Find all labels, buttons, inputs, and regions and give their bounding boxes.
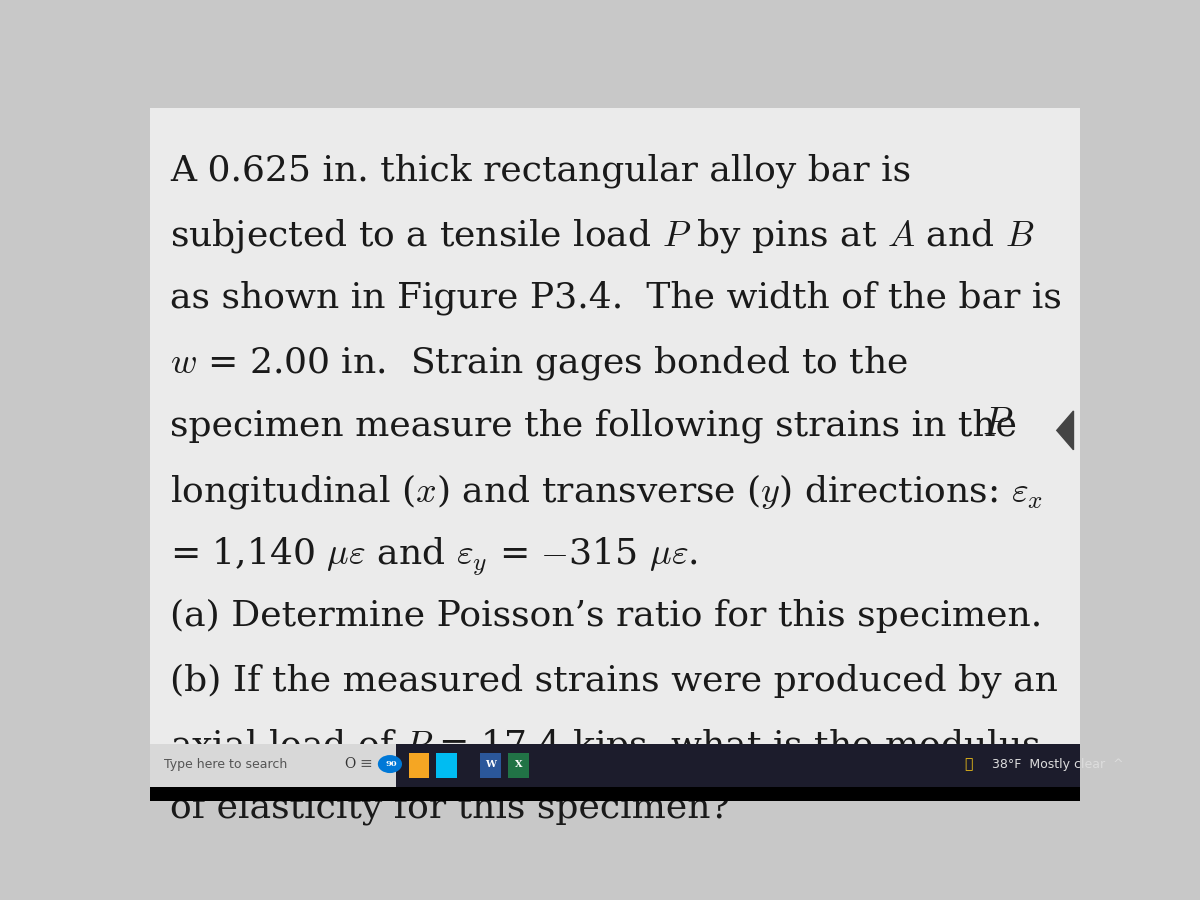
Text: $P$: $P$ (983, 405, 1014, 442)
FancyBboxPatch shape (437, 753, 457, 778)
Text: $w$ = 2.00 in.  Strain gages bonded to the: $w$ = 2.00 in. Strain gages bonded to th… (170, 345, 908, 382)
Text: as shown in Figure P3.4.  The width of the bar is: as shown in Figure P3.4. The width of th… (170, 281, 1062, 315)
Text: Type here to search: Type here to search (164, 758, 287, 770)
FancyBboxPatch shape (480, 753, 500, 778)
Text: ≡: ≡ (359, 757, 372, 771)
FancyBboxPatch shape (508, 753, 528, 778)
Text: axial load of $P$ = 17.4 kips, what is the modulus: axial load of $P$ = 17.4 kips, what is t… (170, 727, 1040, 765)
Text: (a) Determine Poisson’s ratio for this specimen.: (a) Determine Poisson’s ratio for this s… (170, 599, 1043, 634)
Text: of elasticity for this specimen?: of elasticity for this specimen? (170, 790, 731, 825)
Text: X: X (515, 760, 522, 769)
FancyBboxPatch shape (150, 108, 1080, 744)
Text: subjected to a tensile load $P$ by pins at $A$ and $B$: subjected to a tensile load $P$ by pins … (170, 217, 1036, 255)
Text: O: O (344, 757, 355, 771)
Text: specimen measure the following strains in the: specimen measure the following strains i… (170, 408, 1018, 443)
Text: W: W (485, 760, 496, 769)
Text: A 0.625 in. thick rectangular alloy bar is: A 0.625 in. thick rectangular alloy bar … (170, 153, 912, 187)
FancyBboxPatch shape (150, 787, 1080, 801)
FancyBboxPatch shape (150, 744, 396, 801)
Polygon shape (1057, 411, 1074, 450)
Text: 🌙: 🌙 (965, 757, 972, 771)
Text: (b) If the measured strains were produced by an: (b) If the measured strains were produce… (170, 663, 1058, 698)
Text: = 1,140 $\mu\varepsilon$ and $\varepsilon_y$ = $-$315 $\mu\varepsilon$.: = 1,140 $\mu\varepsilon$ and $\varepsilo… (170, 536, 698, 578)
Circle shape (378, 755, 402, 773)
Text: 38°F  Mostly clear  ^: 38°F Mostly clear ^ (991, 758, 1123, 770)
FancyBboxPatch shape (396, 744, 1080, 801)
Text: 90: 90 (385, 760, 397, 768)
Text: longitudinal ($x$) and transverse ($y$) directions: $\varepsilon_x$: longitudinal ($x$) and transverse ($y$) … (170, 472, 1044, 511)
FancyBboxPatch shape (408, 753, 430, 778)
